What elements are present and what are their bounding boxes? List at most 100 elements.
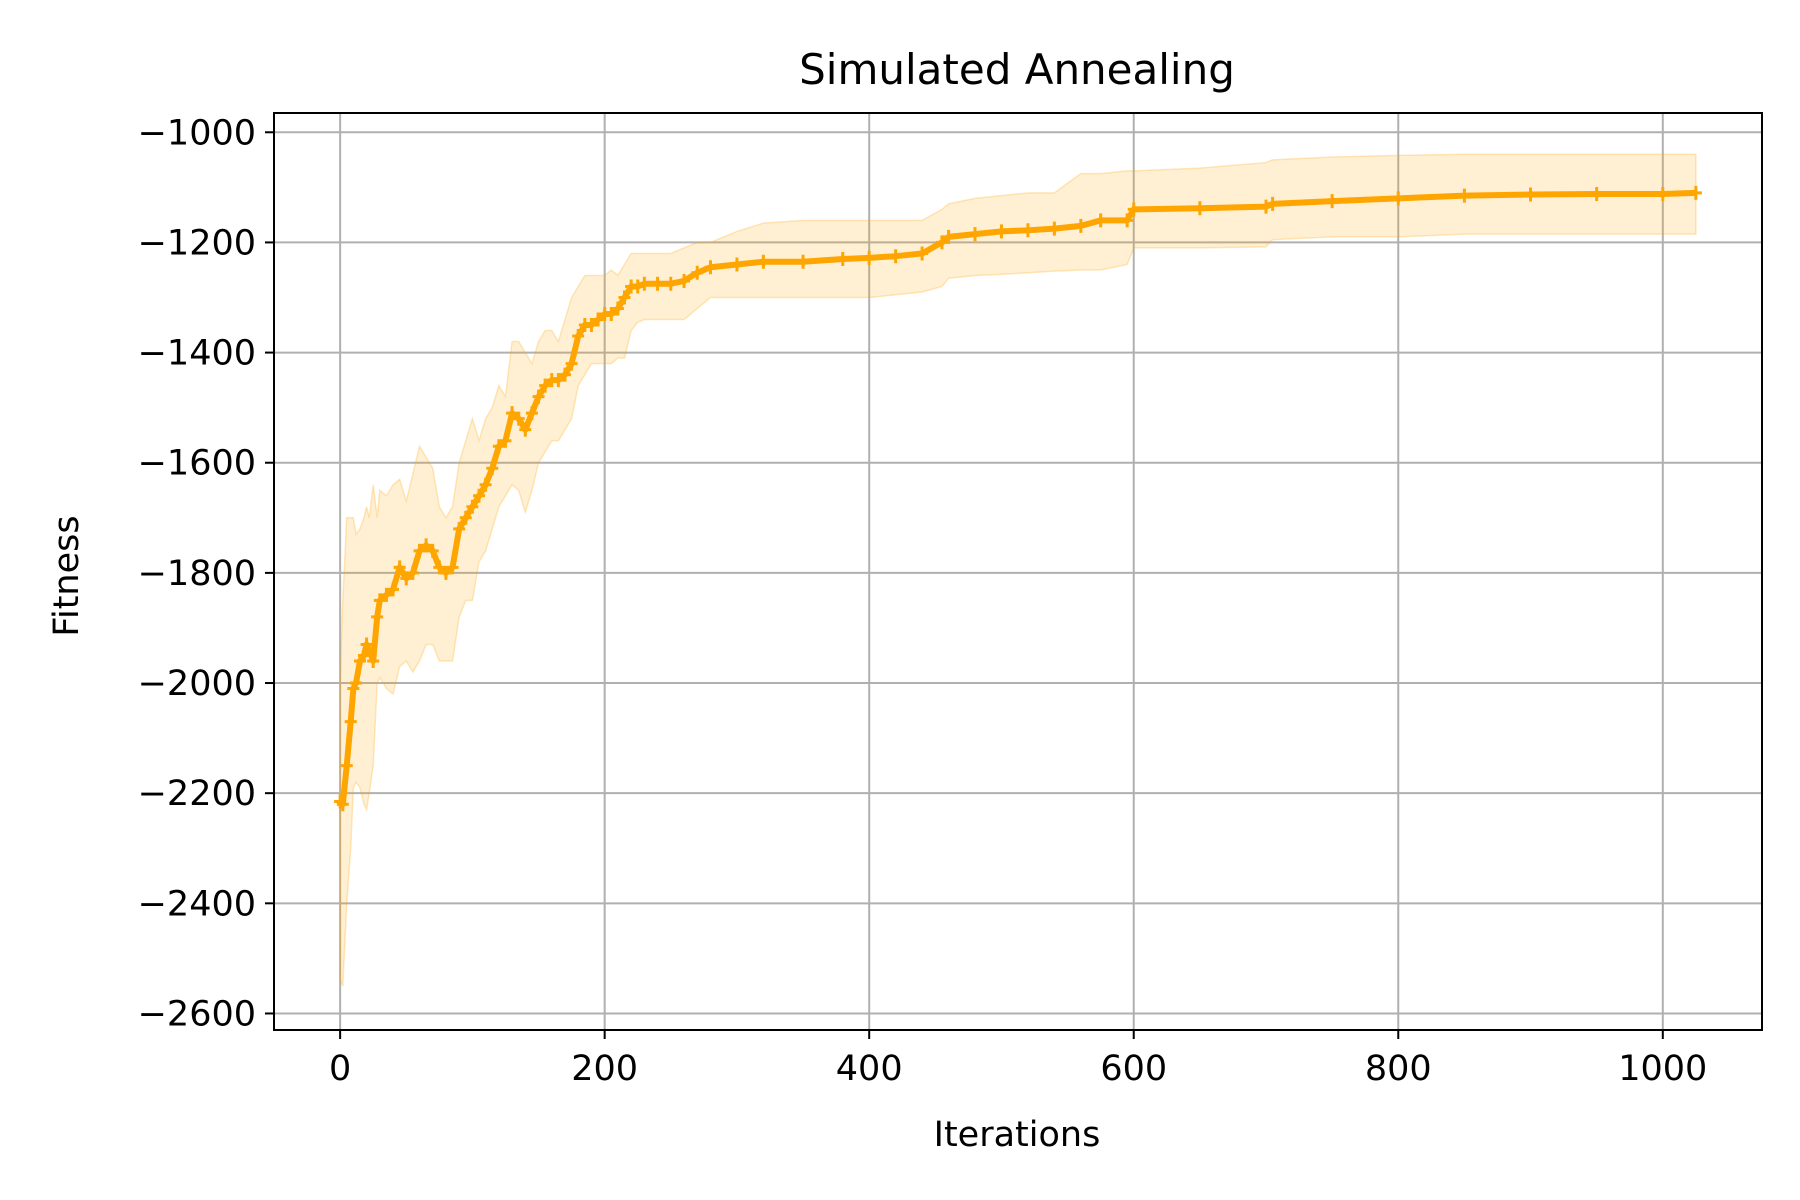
data-point-marker [1392,191,1405,206]
data-point-marker [459,510,472,525]
data-point-marker [942,229,955,244]
data-point-marker [969,227,982,242]
x-tick-label: 200 [571,1049,638,1089]
data-point-marker [371,609,384,624]
data-point-marker [1048,221,1061,236]
data-point-marker [836,251,849,266]
data-point-marker [466,499,479,514]
data-point-marker [387,582,400,597]
data-point-marker [506,406,519,421]
line-layer [334,185,1702,812]
data-point-marker [552,373,565,388]
data-point-marker [479,477,492,492]
y-tick-label: −1400 [138,334,256,374]
x-tick-label: 0 [329,1049,351,1089]
data-point-marker [473,488,486,503]
data-point-marker [638,276,651,291]
data-point-marker [631,279,644,294]
data-point-marker [1094,213,1107,228]
data-point-marker [512,411,525,426]
data-point-marker [1458,188,1471,203]
data-point-marker [1021,223,1034,238]
data-point-marker [1524,187,1537,202]
data-point-marker [400,571,413,586]
data-point-marker [426,543,439,558]
y-tick-label: −2200 [138,774,256,814]
x-tick-label: 1000 [1618,1049,1707,1089]
data-point-marker [373,593,386,608]
data-point-marker [916,246,929,261]
data-point-marker [446,560,459,575]
x-tick-label: 600 [1100,1049,1167,1089]
data-point-marker [532,389,545,404]
data-point-marker [889,249,902,264]
data-point-marker [730,257,743,272]
data-point-marker [558,367,571,382]
x-tick-label: 800 [1365,1049,1432,1089]
data-point-marker [539,378,552,393]
data-point-marker [651,276,664,291]
mean-line [337,189,1696,808]
data-point-marker [565,356,578,371]
data-point-marker [995,224,1008,239]
data-point-marker [592,312,605,327]
data-point-marker [519,422,532,437]
y-tick-label: −1200 [138,223,256,263]
data-point-marker [585,318,598,333]
y-tick-label: −2000 [138,664,256,704]
data-point-marker [935,235,948,250]
data-point-marker [1326,194,1339,209]
y-tick-label: −1600 [138,444,256,484]
data-point-marker [1656,186,1669,201]
data-point-marker [605,307,618,322]
y-axis-label: Fitness [47,515,87,636]
data-point-marker [797,254,810,269]
data-point-marker [1260,199,1272,214]
data-point-marker [380,587,393,602]
grid-layer [274,113,1762,1030]
data-point-marker [393,560,406,575]
data-point-marker [367,653,380,668]
data-point-marker [572,329,585,344]
data-point-marker [618,290,631,305]
data-point-marker [363,642,376,657]
data-point-marker [336,797,349,812]
data-point-marker [1193,201,1206,216]
data-point-marker [863,250,876,265]
data-point-marker [433,560,446,575]
data-point-marker [1689,185,1702,200]
data-point-marker [757,254,770,269]
data-point-marker [611,301,624,316]
data-point-marker [525,406,538,421]
data-point-marker [340,758,353,773]
y-tick-label: −2400 [138,884,256,924]
data-point-marker [406,565,419,580]
data-point-marker [492,439,505,454]
data-point-marker [1074,218,1087,233]
y-tick-label: −1800 [138,554,256,594]
chart-title: Simulated Annealing [799,45,1235,94]
data-point-marker [350,676,363,691]
data-point-marker [439,565,452,580]
plot-frame [273,112,1763,1031]
data-point-marker [691,265,704,280]
data-point-marker [678,273,691,288]
tick-layer: 0 200 400 600 800 1000 −2600 −2400 −2200 −2000 −18… [138,113,1708,1089]
data-point-marker [1590,186,1603,201]
band-layer [339,153,1697,987]
y-tick-label: −1000 [138,113,256,153]
data-point-marker [453,521,466,536]
data-point-marker [1266,196,1279,211]
frame-layer [273,112,1763,1031]
data-point-marker [420,538,433,553]
data-point-marker [1127,202,1140,217]
data-point-marker [344,714,357,729]
data-point-marker [704,260,717,275]
data-point-marker [486,461,499,476]
data-point-marker [1121,213,1134,228]
data-point-marker [664,276,677,291]
data-point-marker [413,543,426,558]
x-axis-label: Iterations [934,1115,1101,1155]
